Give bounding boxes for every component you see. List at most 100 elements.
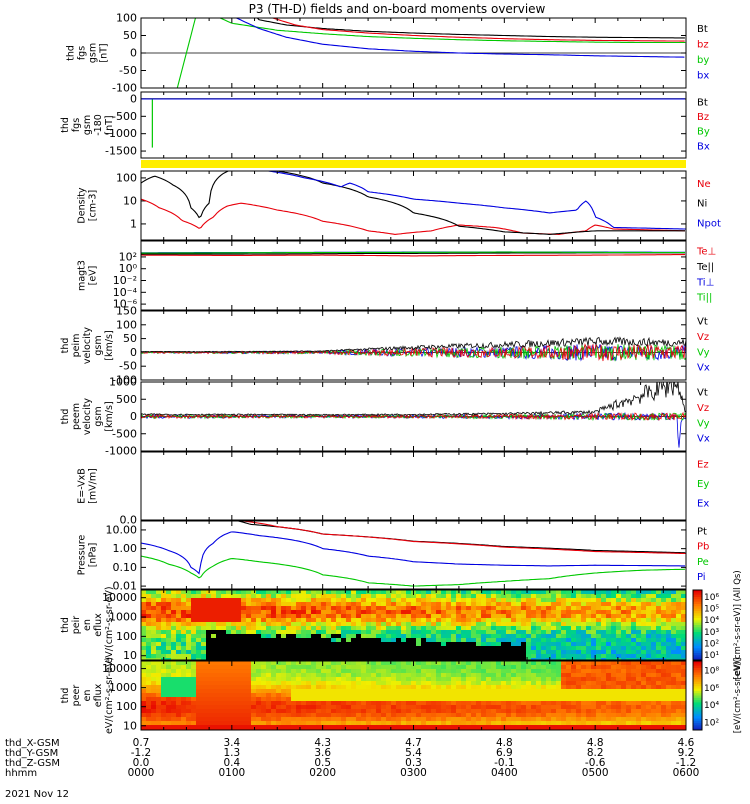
heatmap-cell <box>641 638 647 643</box>
heatmap-cell <box>681 654 686 659</box>
heatmap-cell <box>471 721 477 726</box>
heatmap-cell <box>621 646 627 651</box>
heatmap-cell <box>181 598 187 603</box>
heatmap-cell <box>361 721 367 726</box>
heatmap-cell <box>431 626 437 631</box>
heatmap-cell <box>516 630 522 635</box>
heatmap-cell <box>311 614 317 619</box>
heatmap-cell <box>291 717 297 722</box>
heatmap-cell <box>606 658 612 660</box>
heatmap-cell <box>416 717 422 722</box>
heatmap-cell <box>416 654 422 659</box>
heatmap-cell <box>246 598 252 603</box>
heatmap-cell <box>651 598 657 603</box>
heatmap-cell <box>506 709 512 714</box>
heatmap-cell <box>576 717 582 722</box>
heatmap-cell <box>476 646 482 651</box>
heatmap-cell <box>201 646 207 651</box>
heatmap-cell <box>646 661 652 666</box>
heatmap-cell <box>581 693 587 698</box>
heatmap-cell <box>171 598 177 603</box>
heatmap-cell <box>151 677 157 682</box>
heatmap-cell <box>146 721 152 726</box>
heatmap-cell <box>656 606 662 611</box>
heatmap-cell <box>381 697 387 702</box>
heatmap-cell <box>406 638 412 643</box>
heatmap-cell <box>656 697 662 702</box>
heatmap-cell <box>601 602 607 607</box>
heatmap-cell <box>591 725 597 730</box>
heatmap-cell <box>596 618 602 623</box>
heatmap-cell <box>341 673 347 678</box>
heatmap-cell <box>281 665 287 670</box>
heatmap-cell <box>376 673 382 678</box>
heatmap-cell <box>541 709 547 714</box>
heatmap-cell <box>651 697 657 702</box>
heatmap-cell <box>611 602 617 607</box>
heatmap-cell <box>251 713 257 718</box>
heatmap-cell <box>596 622 602 627</box>
heatmap-cell <box>326 618 332 623</box>
heatmap-cell <box>301 650 307 655</box>
heatmap-cell <box>241 618 247 623</box>
heatmap-cell <box>546 689 552 694</box>
heatmap-cell <box>226 602 232 607</box>
heatmap-cell <box>611 705 617 710</box>
heatmap-cell <box>266 725 272 730</box>
y-axis-label-line: eV/(cm²-s-sr-eV) <box>104 657 115 734</box>
heatmap-cell <box>586 614 592 619</box>
heatmap-cell <box>156 638 162 643</box>
heatmap-cell <box>321 622 327 627</box>
heatmap-cell <box>191 646 197 651</box>
heatmap-cell <box>236 709 242 714</box>
heatmap-cell <box>401 681 407 686</box>
heatmap-cell <box>421 665 427 670</box>
heatmap-cell <box>526 717 532 722</box>
heatmap-cell <box>386 697 392 702</box>
y-tick-label: 50 <box>123 332 137 345</box>
heatmap-cell <box>466 606 472 611</box>
heatmap-cell <box>486 626 492 631</box>
heatmap-cell <box>661 598 667 603</box>
heatmap-cell <box>336 713 342 718</box>
heatmap-cell <box>266 669 272 674</box>
heatmap-cell <box>616 673 622 678</box>
heatmap-cell <box>171 681 177 686</box>
heatmap-cell <box>251 618 257 623</box>
heatmap-cell <box>581 654 587 659</box>
heatmap-cell <box>196 661 202 666</box>
colorbar-cell <box>693 693 702 696</box>
series-bx <box>236 18 685 58</box>
heatmap-cell <box>486 681 492 686</box>
heatmap-cell <box>676 654 682 659</box>
heatmap-cell <box>286 681 292 686</box>
heatmap-cell <box>546 638 552 643</box>
heatmap-cell <box>616 725 622 730</box>
legend-Ey: Ey <box>697 479 709 490</box>
heatmap-cell <box>281 654 287 659</box>
heatmap-cell <box>626 721 632 726</box>
heatmap-cell <box>401 693 407 698</box>
heatmap-cell <box>516 594 522 599</box>
heatmap-cell <box>516 618 522 623</box>
heatmap-cell <box>646 665 652 670</box>
heatmap-cell <box>251 717 257 722</box>
heatmap-cell <box>661 618 667 623</box>
heatmap-cell <box>356 661 362 666</box>
heatmap-cell <box>376 725 382 730</box>
heatmap-cell <box>541 658 547 660</box>
heatmap-cell <box>201 610 207 615</box>
heatmap-cell <box>231 701 237 706</box>
heatmap-cell <box>526 709 532 714</box>
heatmap-cell <box>196 717 202 722</box>
heatmap-cell <box>636 590 642 595</box>
heatmap-cell <box>346 705 352 710</box>
heatmap-cell <box>451 602 457 607</box>
heatmap-cell <box>556 642 562 647</box>
heatmap-cell <box>196 697 202 702</box>
heatmap-cell <box>321 618 327 623</box>
heatmap-cell <box>231 725 237 730</box>
heatmap-cell <box>481 634 487 639</box>
heatmap-cell <box>316 618 322 623</box>
heatmap-cell <box>486 689 492 694</box>
